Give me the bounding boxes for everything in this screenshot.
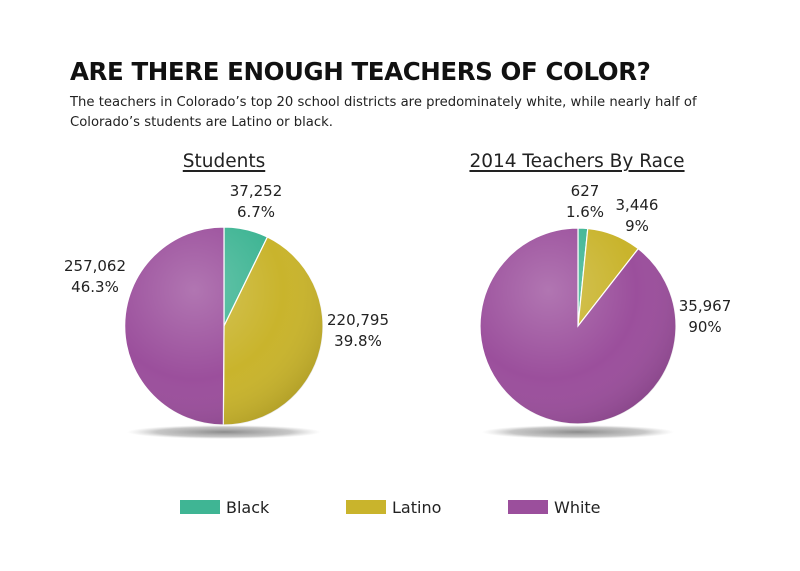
teachers-pie-shadow: [481, 425, 675, 439]
page-title: ARE THERE ENOUGH TEACHERS OF COLOR?: [70, 57, 651, 86]
students-label-latino: 220,795 39.8%: [327, 311, 389, 350]
teachers-pie: 627 1.6% 3,446 9% 35,967 90%: [479, 182, 732, 439]
legend-swatch-latino: [346, 500, 386, 514]
teachers-label-count-white: 35,967: [679, 297, 732, 315]
students-label-count-white: 257,062: [64, 257, 126, 275]
students-label-black: 37,252 6.7%: [230, 182, 283, 221]
teachers-label-percent-white: 90%: [688, 318, 721, 336]
teachers-chart-title: 2014 Teachers By Race: [469, 151, 685, 172]
teachers-label-white: 35,967 90%: [679, 297, 732, 336]
page-subtitle: The teachers in Colorado’s top 20 school…: [70, 95, 697, 130]
teachers-label-latino: 3,446 9%: [616, 196, 659, 235]
legend-item-latino: Latino: [346, 495, 441, 519]
legend-item-black: Black: [180, 495, 269, 519]
legend-label-black: Black: [226, 497, 270, 517]
legend-swatch-black: [180, 500, 220, 514]
students-label-percent-black: 6.7%: [237, 203, 275, 221]
students-pie: 37,252 6.7% 220,795 39.8% 257,062 46.3%: [64, 182, 389, 439]
teachers-label-count-latino: 3,446: [616, 196, 659, 214]
students-label-percent-latino: 39.8%: [334, 332, 382, 350]
legend-item-white: White: [508, 495, 601, 519]
pie-charts: 37,252 6.7% 220,795 39.8% 257,062 46.3% 627 1.…: [64, 182, 732, 439]
teachers-label-percent-latino: 9%: [625, 217, 649, 235]
legend-swatch-white: [508, 500, 548, 514]
teachers-label-count-black: 627: [571, 182, 600, 200]
teachers-label-percent-black: 1.6%: [566, 203, 604, 221]
legend: Black Latino White: [0, 495, 800, 519]
students-pie-sheen: [125, 227, 323, 425]
students-label-count-latino: 220,795: [327, 311, 389, 329]
students-label-percent-white: 46.3%: [71, 278, 119, 296]
teachers-label-black: 627 1.6%: [566, 182, 604, 221]
students-label-white: 257,062 46.3%: [64, 257, 126, 296]
legend-label-white: White: [554, 497, 601, 517]
legend-label-latino: Latino: [392, 497, 442, 517]
teachers-pie-sheen: [480, 228, 676, 424]
students-pie-shadow: [126, 425, 322, 439]
students-label-count-black: 37,252: [230, 182, 283, 200]
students-chart-title: Students: [182, 151, 266, 172]
